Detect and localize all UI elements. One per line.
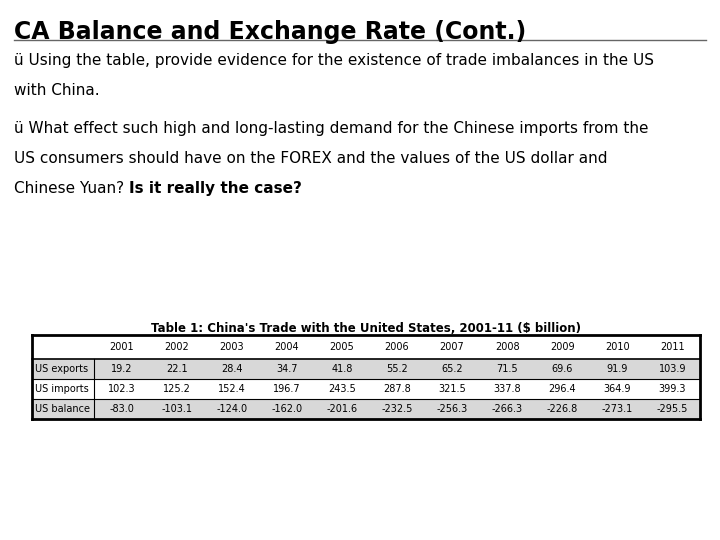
Text: 2005: 2005 — [330, 342, 354, 352]
Text: -232.5: -232.5 — [382, 404, 413, 414]
Text: 196.7: 196.7 — [273, 384, 301, 394]
Text: 102.3: 102.3 — [108, 384, 135, 394]
Text: -201.6: -201.6 — [326, 404, 357, 414]
Text: US imports: US imports — [35, 384, 89, 394]
Text: 22.1: 22.1 — [166, 364, 187, 374]
Text: 55.2: 55.2 — [386, 364, 408, 374]
Text: 364.9: 364.9 — [603, 384, 631, 394]
Text: -256.3: -256.3 — [436, 404, 468, 414]
Text: 41.8: 41.8 — [331, 364, 353, 374]
Text: 2010: 2010 — [605, 342, 630, 352]
Bar — [32, 359, 700, 379]
Text: 2011: 2011 — [660, 342, 685, 352]
Text: 2003: 2003 — [220, 342, 244, 352]
Text: ü Using the table, provide evidence for the existence of trade imbalances in the: ü Using the table, provide evidence for … — [14, 53, 654, 68]
Text: US balance: US balance — [35, 404, 90, 414]
Text: 2004: 2004 — [274, 342, 299, 352]
Text: 152.4: 152.4 — [218, 384, 246, 394]
Text: -124.0: -124.0 — [216, 404, 247, 414]
Text: -83.0: -83.0 — [109, 404, 134, 414]
Text: 28.4: 28.4 — [221, 364, 243, 374]
Text: 2009: 2009 — [550, 342, 575, 352]
Text: 287.8: 287.8 — [383, 384, 411, 394]
Text: -266.3: -266.3 — [492, 404, 523, 414]
Text: 243.5: 243.5 — [328, 384, 356, 394]
Bar — [32, 399, 700, 419]
Text: 71.5: 71.5 — [496, 364, 518, 374]
Text: 2008: 2008 — [495, 342, 520, 352]
Text: 91.9: 91.9 — [607, 364, 628, 374]
Text: 2002: 2002 — [164, 342, 189, 352]
Text: Chinese Yuan?: Chinese Yuan? — [14, 181, 129, 196]
Text: 125.2: 125.2 — [163, 384, 191, 394]
Text: Is it really the case?: Is it really the case? — [129, 181, 302, 196]
Text: US consumers should have on the FOREX and the values of the US dollar and: US consumers should have on the FOREX an… — [14, 151, 608, 166]
Text: 399.3: 399.3 — [659, 384, 686, 394]
Text: -273.1: -273.1 — [602, 404, 633, 414]
Text: 65.2: 65.2 — [441, 364, 463, 374]
Text: 2001: 2001 — [109, 342, 134, 352]
Text: 19.2: 19.2 — [111, 364, 132, 374]
Text: 296.4: 296.4 — [549, 384, 576, 394]
Text: with China.: with China. — [14, 83, 99, 98]
Text: US exports: US exports — [35, 364, 88, 374]
Text: 2006: 2006 — [384, 342, 409, 352]
Text: -103.1: -103.1 — [161, 404, 192, 414]
Text: ü What effect such high and long-lasting demand for the Chinese imports from the: ü What effect such high and long-lasting… — [14, 121, 649, 136]
Text: 69.6: 69.6 — [552, 364, 573, 374]
Text: -295.5: -295.5 — [657, 404, 688, 414]
Text: Table 1: China's Trade with the United States, 2001-11 ($ billion): Table 1: China's Trade with the United S… — [151, 322, 581, 335]
Text: 34.7: 34.7 — [276, 364, 297, 374]
Text: 337.8: 337.8 — [493, 384, 521, 394]
Text: 2007: 2007 — [440, 342, 464, 352]
Text: -226.8: -226.8 — [546, 404, 578, 414]
Text: CA Balance and Exchange Rate (Cont.): CA Balance and Exchange Rate (Cont.) — [14, 20, 526, 44]
Text: 103.9: 103.9 — [659, 364, 686, 374]
Text: -162.0: -162.0 — [271, 404, 302, 414]
Text: 321.5: 321.5 — [438, 384, 466, 394]
